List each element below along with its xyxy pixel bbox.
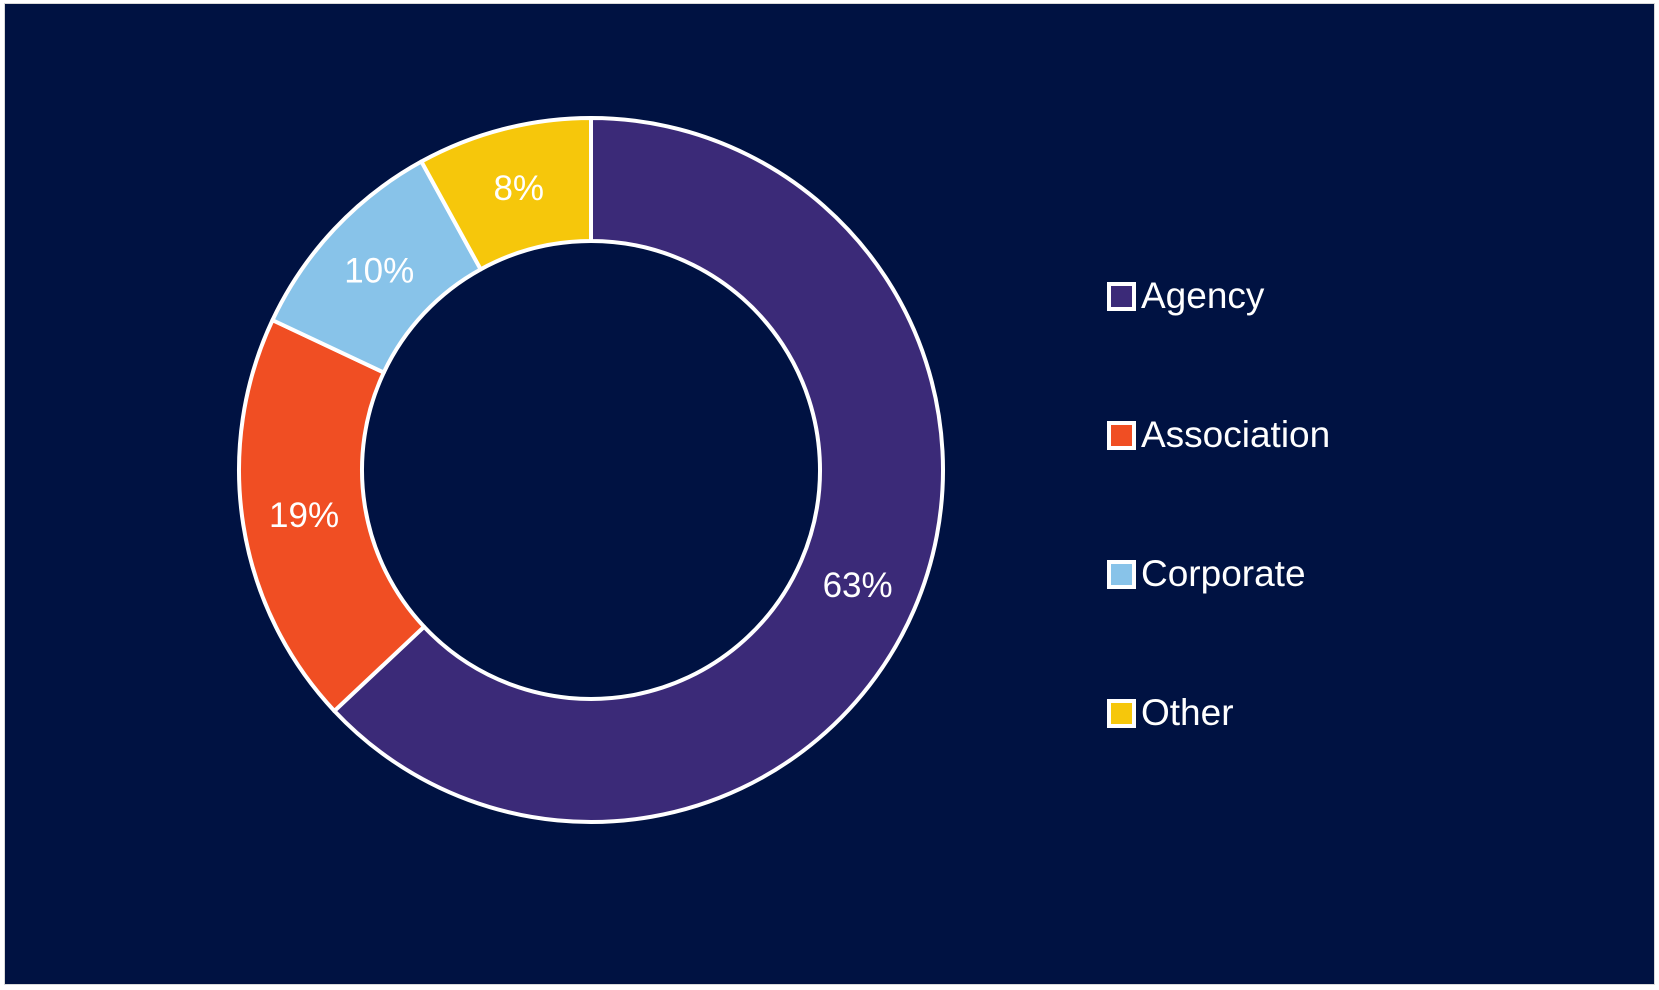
data-label-other: 8% [493, 169, 544, 208]
data-labels-group: 63% 19% 10% 8% [269, 169, 893, 605]
legend-label-agency: Agency [1141, 275, 1265, 316]
data-label-corporate: 10% [344, 252, 414, 291]
slice-association [237, 318, 427, 713]
data-label-agency: 63% [823, 566, 893, 605]
legend-swatch-association [1107, 420, 1136, 450]
slice-agency [332, 116, 945, 824]
slice-other [419, 116, 593, 272]
legend-label-other: Other [1141, 692, 1234, 733]
legend-label-corporate: Corporate [1141, 553, 1306, 594]
legend-swatch-other [1107, 698, 1136, 728]
legend-item-other: Other [1107, 692, 1330, 733]
legend-label-association: Association [1141, 414, 1331, 455]
doughnut-chart: 63% 19% 10% 8% [237, 116, 945, 824]
legend-item-association: Association [1107, 414, 1331, 455]
legend-item-corporate: Corporate [1107, 553, 1330, 594]
slices-group [237, 116, 945, 824]
legend-swatch-corporate [1107, 559, 1136, 589]
data-label-association: 19% [269, 496, 339, 535]
legend-item-agency: Agency [1107, 275, 1330, 316]
chart-area: 63% 19% 10% 8% Agency Association Corporate… [4, 3, 1655, 985]
legend: Agency Association Corporate Other [1107, 275, 1331, 832]
legend-swatch-agency [1107, 281, 1136, 311]
